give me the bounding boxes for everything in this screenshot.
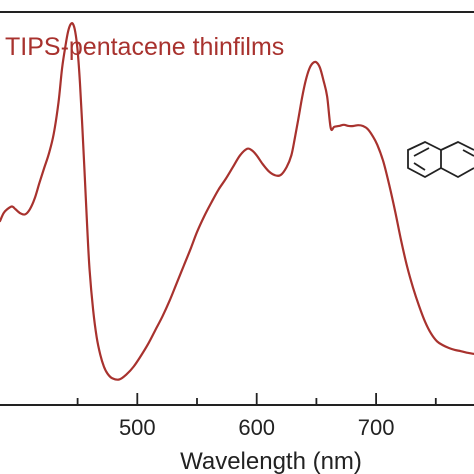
molecule-structure-icon bbox=[407, 140, 474, 179]
absorption-spectrum-line bbox=[0, 22, 474, 381]
x-axis-title: Wavelength (nm) bbox=[180, 448, 362, 474]
chart-title: TIPS-pentacene thinfilms bbox=[5, 33, 284, 61]
x-tick-label: 700 bbox=[358, 415, 395, 440]
x-tick-label: 500 bbox=[119, 415, 156, 440]
x-tick-label: 600 bbox=[238, 415, 275, 440]
x-axis-ticks bbox=[76, 393, 437, 405]
x-axis-tick-labels: 500 600 700 bbox=[119, 415, 395, 440]
plot-frame bbox=[0, 11, 474, 406]
